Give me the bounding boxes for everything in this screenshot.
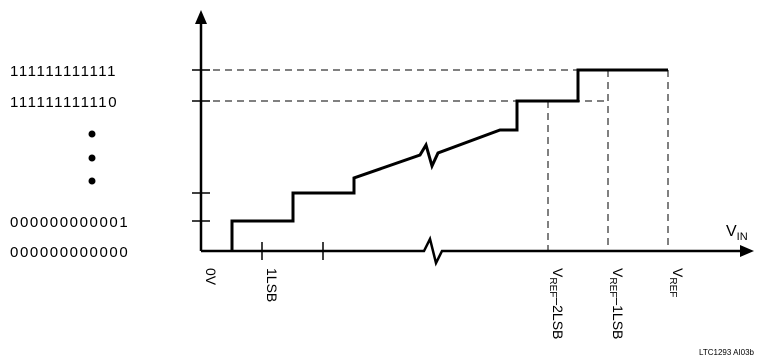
ellipsis-dots <box>88 130 96 185</box>
code-label-all-ones: 111111111111 <box>10 63 117 80</box>
x-axis <box>201 235 742 267</box>
figure-id: LTC1293 AI03b <box>699 348 755 357</box>
transfer-staircase <box>230 68 668 251</box>
code-label-ones-minus-one: 111111111110 <box>10 94 118 111</box>
code-label-zero: 000000000000 <box>10 244 129 261</box>
x-label-vref-2lsb: VREF–2LSB <box>547 268 566 339</box>
axis-label-vin: VIN <box>726 223 748 243</box>
x-label-1lsb: 1LSB <box>264 268 280 302</box>
x-label-vref-1lsb: VREF–1LSB <box>607 268 626 339</box>
x-label-vref: VREF <box>667 268 686 297</box>
x-label-0v: 0V <box>203 268 219 286</box>
code-label-one: 000000000001 <box>10 214 129 231</box>
y-axis-arrow <box>195 10 207 24</box>
x-axis-arrow <box>740 245 754 257</box>
